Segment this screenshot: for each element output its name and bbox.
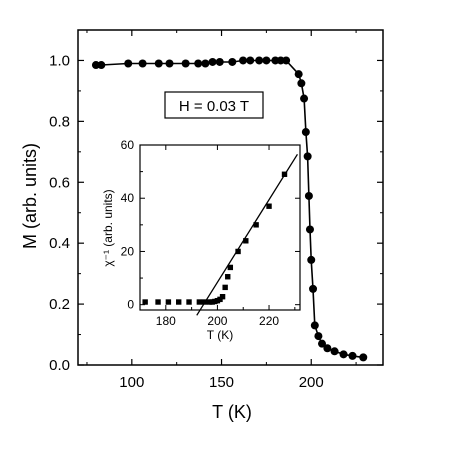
main-y-tick-label: 0.8 (49, 113, 70, 130)
inset-ticks (139, 144, 300, 310)
inset-x-axis-label: T (K) (207, 328, 233, 342)
main-data-point (323, 344, 332, 353)
main-data-point (301, 128, 310, 137)
main-data-point (194, 59, 203, 68)
main-x-tick-label: 150 (209, 374, 234, 391)
inset-data-point (281, 171, 288, 177)
main-data-point (305, 225, 314, 234)
inset-data-point (235, 248, 241, 255)
inset-data-point (243, 238, 249, 244)
inset-fit-line (196, 153, 298, 316)
main-data-point (304, 191, 313, 200)
inset-data-point (142, 299, 148, 305)
main-data-point (303, 152, 312, 161)
main-data-point (282, 56, 291, 65)
inset-x-tick-label: 220 (259, 314, 279, 328)
inset-data-point (201, 299, 208, 305)
inset-y-axis-label: χ⁻¹ (arb. units) (101, 189, 115, 266)
main-plot-frame (77, 29, 384, 366)
main-data-point (201, 59, 210, 68)
inset-data-point (227, 264, 234, 271)
main-ticks (78, 29, 383, 366)
field-annotation: H = 0.03 T (179, 98, 249, 115)
main-data-point (314, 332, 323, 341)
main-data-point (138, 59, 147, 68)
main-data-point (309, 284, 318, 293)
inset-y-tick-label: 20 (121, 244, 135, 258)
main-data-point (294, 70, 303, 79)
main-data-point (307, 255, 316, 264)
inset-data-point (222, 284, 228, 291)
main-data-point (359, 353, 368, 362)
main-y-tick-label: 0.2 (49, 296, 70, 313)
inset-x-tick-label: 200 (207, 314, 227, 328)
inset-series (142, 153, 298, 316)
main-data-point (228, 57, 237, 66)
main-x-axis-label: T (K) (212, 402, 252, 422)
main-data-point (208, 57, 217, 66)
main-data-point (262, 56, 271, 65)
inset-data-point (186, 299, 192, 305)
main-data-point (255, 56, 264, 65)
inset-data-point (225, 274, 231, 280)
main-y-tick-label: 0.4 (49, 235, 70, 252)
main-data-point (300, 94, 309, 103)
main-data-point (339, 350, 348, 359)
main-data-point (124, 59, 133, 68)
main-data-point (154, 59, 163, 68)
inset-data-point (253, 222, 259, 228)
inset-data-point (266, 203, 272, 209)
inset-data-point (196, 299, 203, 305)
main-data-point (348, 351, 357, 360)
inset-data-point (155, 299, 161, 305)
inset-plot-frame (139, 144, 301, 311)
main-data-point (297, 79, 306, 88)
inset-y-tick-label: 40 (121, 191, 135, 205)
main-y-tick-label: 0.6 (49, 174, 70, 191)
main-y-tick-label: 0.0 (49, 357, 70, 374)
inset-y-tick-label: 60 (121, 138, 135, 152)
main-x-tick-label: 100 (119, 374, 144, 391)
inset-data-point (176, 299, 182, 305)
main-data-point (181, 59, 190, 68)
main-data-point (310, 321, 319, 330)
main-y-tick-label: 1.0 (49, 52, 70, 69)
main-series (91, 56, 368, 362)
main-data-point (330, 347, 339, 356)
main-data-point (165, 59, 174, 68)
inset-tick-labels: 180 200 220 0 20 40 60 (121, 138, 280, 328)
annotation-box (164, 91, 264, 119)
main-y-axis-label: M (arb. units) (20, 143, 40, 249)
inset-y-tick-label: 0 (127, 298, 134, 312)
inset-x-tick-label: 180 (156, 314, 176, 328)
main-data-point (97, 61, 106, 70)
main-data-point (215, 57, 224, 66)
main-data-point (246, 56, 255, 65)
main-data-point (239, 56, 248, 65)
inset-data-point (165, 299, 172, 305)
main-x-tick-label: 200 (299, 374, 324, 391)
inset-data-point (219, 293, 226, 300)
main-data-point (318, 339, 326, 348)
